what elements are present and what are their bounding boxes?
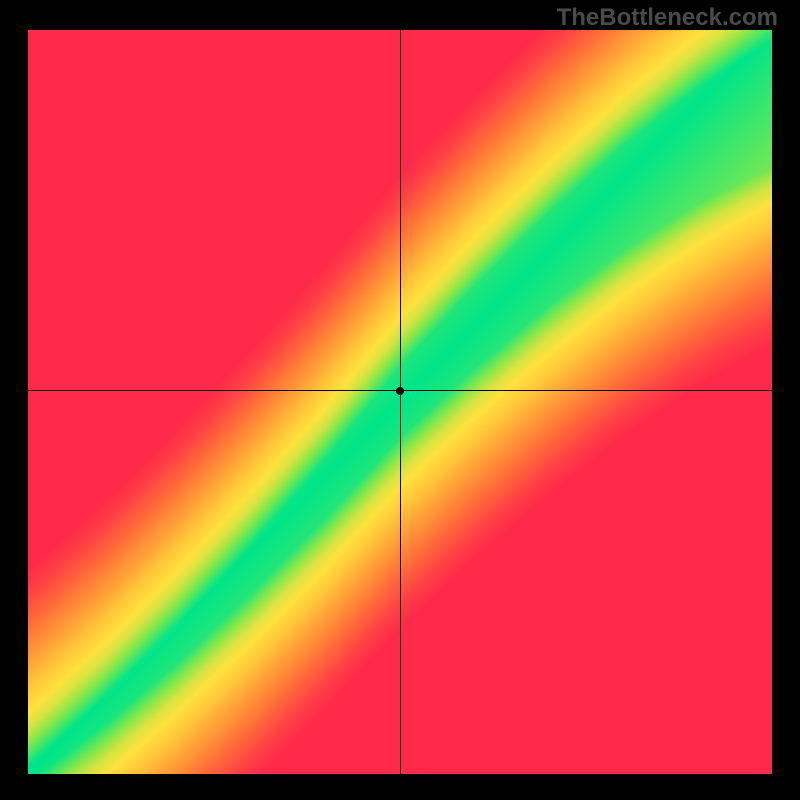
crosshair-dot xyxy=(396,387,404,395)
watermark-text: TheBottleneck.com xyxy=(557,4,778,32)
stage: TheBottleneck.com xyxy=(0,0,800,800)
crosshair-vertical xyxy=(400,30,401,774)
